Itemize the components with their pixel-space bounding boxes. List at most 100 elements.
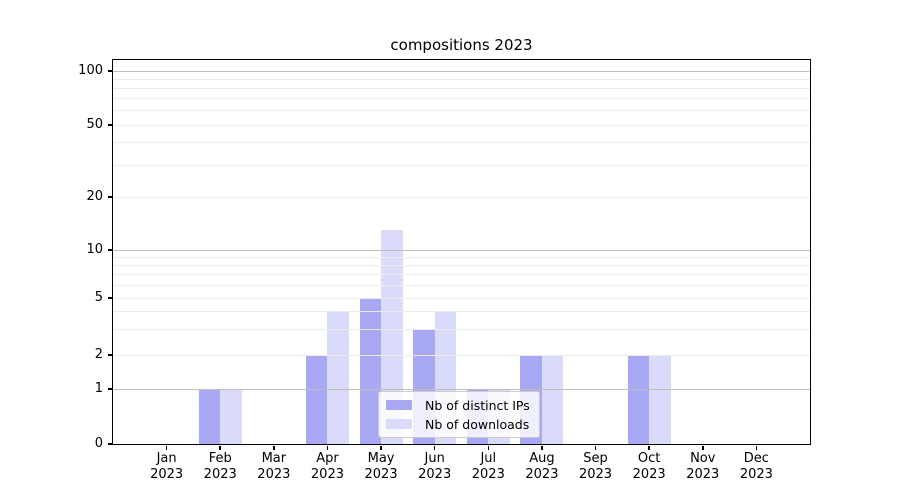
bar-ips-feb bbox=[198, 389, 221, 444]
x-tick-month: Feb bbox=[208, 451, 232, 466]
x-tick-mark bbox=[273, 446, 275, 450]
gridline-minor bbox=[113, 311, 810, 313]
legend-swatch-downloads-icon bbox=[386, 419, 412, 429]
y-tick-label: 2 bbox=[94, 347, 103, 362]
x-tick-mark bbox=[755, 446, 758, 450]
x-tick-month: Oct bbox=[637, 451, 661, 466]
y-tick-mark bbox=[107, 70, 112, 72]
x-tick-year: 2023 bbox=[257, 467, 291, 482]
x-tick-month: Jan bbox=[156, 451, 177, 466]
x-tick-year: 2023 bbox=[578, 467, 613, 482]
bar-downloads-may bbox=[381, 229, 403, 444]
legend: Nb of distinct IPs Nb of downloads bbox=[378, 391, 540, 438]
gridline-minor bbox=[113, 274, 810, 276]
x-tick-label: Mar 2023 bbox=[246, 451, 302, 483]
x-tick-month: Mar bbox=[261, 451, 287, 466]
y-tick-label: 20 bbox=[86, 189, 103, 204]
x-tick-mark bbox=[219, 446, 221, 450]
legend-swatch-distinct-ips-icon bbox=[386, 400, 412, 410]
x-tick-label: Feb 2023 bbox=[192, 451, 248, 483]
x-tick-label: Jul 2023 bbox=[460, 451, 516, 483]
gridline-minor bbox=[113, 329, 810, 331]
x-tick-year: 2023 bbox=[310, 467, 344, 482]
x-tick-label: Oct 2023 bbox=[621, 451, 677, 483]
bar-downloads-apr bbox=[327, 311, 349, 444]
x-tick-mark bbox=[541, 446, 543, 450]
x-tick-month: Sep bbox=[583, 451, 608, 466]
bar-downloads-oct bbox=[649, 355, 671, 444]
gridline-minor bbox=[113, 354, 810, 356]
x-tick-mark bbox=[433, 446, 436, 450]
bar-ips-apr bbox=[306, 355, 328, 444]
x-tick-year: 2023 bbox=[364, 467, 398, 482]
gridline-minor bbox=[113, 124, 810, 126]
x-tick-mark bbox=[594, 446, 597, 450]
legend-label-downloads: Nb of downloads bbox=[425, 416, 530, 432]
x-tick-label: Jan 2023 bbox=[139, 451, 195, 483]
x-tick-label: Aug 2023 bbox=[514, 451, 570, 483]
x-tick-label: Nov 2023 bbox=[675, 451, 731, 483]
gridline-minor bbox=[113, 256, 810, 258]
x-tick-year: 2023 bbox=[525, 467, 559, 482]
x-tick-month: Apr bbox=[316, 451, 339, 466]
x-tick-mark bbox=[702, 446, 704, 450]
x-tick-year: 2023 bbox=[632, 467, 666, 482]
x-tick-month: May bbox=[367, 451, 395, 466]
x-tick-label: Jun 2023 bbox=[407, 451, 463, 483]
x-tick-year: 2023 bbox=[150, 467, 184, 482]
gridline-minor bbox=[113, 87, 810, 89]
y-tick-label: 100 bbox=[78, 63, 103, 78]
x-tick-year: 2023 bbox=[471, 467, 505, 482]
y-tick-label: 0 bbox=[94, 436, 103, 451]
legend-label-distinct-ips: Nb of distinct IPs bbox=[425, 397, 530, 413]
gridline-minor bbox=[113, 78, 810, 80]
x-tick-month: Jun bbox=[424, 451, 445, 466]
x-tick-year: 2023 bbox=[203, 467, 237, 482]
x-tick-label: May 2023 bbox=[353, 451, 409, 483]
x-tick-mark bbox=[380, 446, 382, 450]
x-tick-mark bbox=[326, 446, 329, 450]
x-tick-month: Dec bbox=[743, 451, 769, 466]
gridline-major bbox=[113, 70, 810, 72]
y-tick-label: 10 bbox=[86, 242, 103, 257]
gridline-minor bbox=[113, 284, 810, 286]
legend-entry-downloads: Nb of downloads bbox=[386, 416, 530, 432]
y-tick-mark bbox=[107, 297, 112, 299]
gridline-minor bbox=[113, 164, 810, 166]
y-tick-mark bbox=[107, 443, 112, 445]
gridline-minor bbox=[113, 196, 810, 198]
bar-ips-oct bbox=[627, 355, 650, 444]
x-tick-label: Dec 2023 bbox=[728, 451, 784, 483]
gridline-major bbox=[113, 388, 810, 390]
gridline-minor bbox=[113, 264, 810, 266]
y-tick-label: 50 bbox=[86, 117, 103, 132]
y-tick-mark bbox=[107, 354, 112, 356]
x-tick-month: Jul bbox=[480, 451, 497, 466]
chart-title: compositions 2023 bbox=[390, 36, 533, 54]
x-tick-month: Aug bbox=[529, 451, 555, 466]
gridline-minor bbox=[113, 297, 810, 299]
y-tick-label: 1 bbox=[94, 381, 103, 396]
y-tick-mark bbox=[107, 249, 112, 251]
bar-downloads-aug bbox=[541, 355, 564, 444]
bar-ips-may bbox=[359, 298, 382, 444]
x-tick-mark bbox=[487, 446, 490, 450]
gridline-minor bbox=[113, 98, 810, 100]
x-tick-year: 2023 bbox=[418, 467, 452, 482]
bar-downloads-feb bbox=[220, 389, 242, 444]
y-tick-mark bbox=[107, 124, 112, 126]
x-tick-mark bbox=[648, 446, 650, 450]
x-tick-month: Nov bbox=[690, 451, 716, 466]
x-tick-label: Sep 2023 bbox=[568, 451, 624, 483]
y-tick-label: 5 bbox=[94, 290, 103, 305]
y-tick-mark bbox=[107, 388, 112, 390]
gridline-major bbox=[113, 249, 810, 251]
y-tick-mark bbox=[107, 196, 112, 198]
x-tick-year: 2023 bbox=[686, 467, 720, 482]
x-tick-label: Apr 2023 bbox=[299, 451, 355, 483]
gridline-minor bbox=[113, 142, 810, 144]
plot-area-border bbox=[111, 58, 811, 445]
legend-entry-distinct-ips: Nb of distinct IPs bbox=[386, 397, 530, 413]
x-tick-mark bbox=[165, 446, 168, 450]
